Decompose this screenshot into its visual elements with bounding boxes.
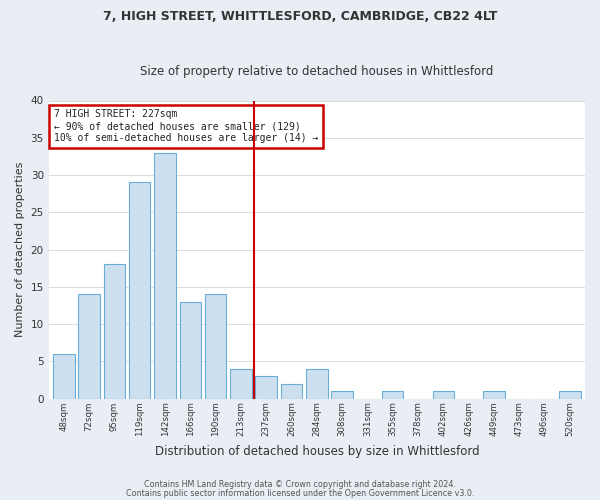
Bar xyxy=(483,391,505,398)
Bar xyxy=(104,264,125,398)
Bar xyxy=(205,294,226,399)
Bar xyxy=(154,152,176,398)
Bar xyxy=(382,391,403,398)
Y-axis label: Number of detached properties: Number of detached properties xyxy=(15,162,25,337)
Bar xyxy=(230,368,251,398)
Text: Contains HM Land Registry data © Crown copyright and database right 2024.: Contains HM Land Registry data © Crown c… xyxy=(144,480,456,489)
Bar xyxy=(79,294,100,399)
Bar xyxy=(256,376,277,398)
Bar xyxy=(331,391,353,398)
Text: 7 HIGH STREET: 227sqm
← 90% of detached houses are smaller (129)
10% of semi-det: 7 HIGH STREET: 227sqm ← 90% of detached … xyxy=(54,110,319,142)
Bar xyxy=(53,354,74,399)
X-axis label: Distribution of detached houses by size in Whittlesford: Distribution of detached houses by size … xyxy=(155,444,479,458)
Bar xyxy=(433,391,454,398)
Bar xyxy=(129,182,151,398)
Bar xyxy=(306,368,328,398)
Text: Contains public sector information licensed under the Open Government Licence v3: Contains public sector information licen… xyxy=(126,488,474,498)
Text: 7, HIGH STREET, WHITTLESFORD, CAMBRIDGE, CB22 4LT: 7, HIGH STREET, WHITTLESFORD, CAMBRIDGE,… xyxy=(103,10,497,23)
Bar xyxy=(281,384,302,398)
Title: Size of property relative to detached houses in Whittlesford: Size of property relative to detached ho… xyxy=(140,66,494,78)
Bar xyxy=(559,391,581,398)
Bar xyxy=(179,302,201,398)
